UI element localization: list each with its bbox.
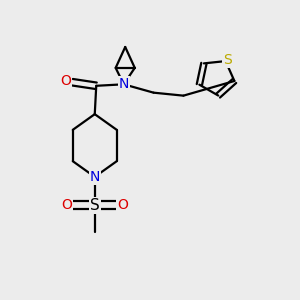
- Text: O: O: [60, 74, 71, 88]
- Text: N: N: [90, 170, 100, 184]
- Text: O: O: [61, 198, 72, 212]
- Text: S: S: [223, 52, 231, 67]
- Text: S: S: [90, 198, 100, 213]
- Text: O: O: [117, 198, 128, 212]
- Text: N: N: [118, 77, 129, 91]
